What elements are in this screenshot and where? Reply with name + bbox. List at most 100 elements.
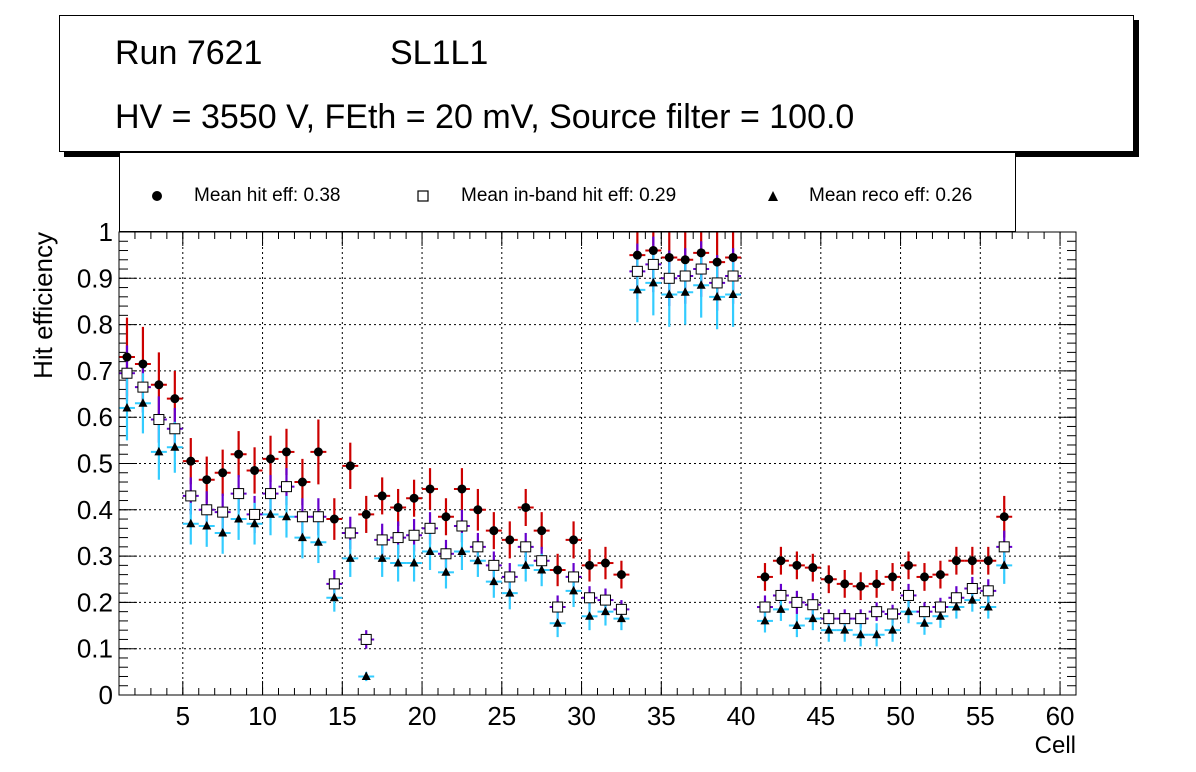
inband-eff-point: [998, 541, 1010, 553]
x-tick-label: 50: [886, 701, 915, 731]
hit-eff-point: [760, 572, 770, 582]
legend-label-inband-eff: Mean in-band hit eff: 0.29: [461, 185, 677, 206]
hit-eff-point: [473, 505, 483, 515]
reco-eff-point: [904, 606, 914, 616]
inband-eff-point: [839, 613, 851, 625]
reco-eff-point: [234, 514, 244, 523]
x-tick-label: 40: [727, 701, 756, 731]
hit-eff-point: [585, 560, 595, 570]
hit-eff-point: [297, 477, 307, 487]
x-tick-label: 5: [176, 701, 190, 731]
hit-eff-point: [648, 246, 658, 256]
reco-eff-point: [457, 546, 467, 555]
reco-eff-point: [919, 618, 929, 627]
reco-eff-point: [664, 289, 674, 299]
inband-eff-point: [584, 592, 596, 604]
hit-eff-point: [728, 252, 738, 262]
reco-eff-point: [967, 595, 977, 604]
hit-eff-point: [664, 252, 674, 262]
inband-eff-point: [536, 555, 548, 567]
legend-label-reco-eff: Mean reco eff: 0.26: [809, 185, 973, 206]
inband-eff-point: [376, 534, 388, 546]
inband-eff-point: [727, 270, 739, 282]
hit-eff-point: [122, 352, 132, 362]
hit-eff-point: [888, 572, 898, 582]
legend-triangle-marker: [768, 191, 778, 201]
reco-eff-point: [218, 527, 228, 537]
inband-eff-point: [663, 272, 675, 284]
y-tick-label: 0: [99, 680, 113, 710]
reco-eff-point: [329, 592, 339, 602]
reco-eff-point: [202, 521, 212, 530]
reco-eff-point: [600, 606, 610, 616]
inband-eff-point: [488, 559, 500, 571]
hit-eff-point: [999, 512, 1009, 522]
hit-eff-point: [202, 475, 212, 485]
reco-eff-point: [138, 398, 148, 407]
reco-eff-point: [409, 558, 419, 567]
reco-eff-point: [776, 604, 786, 613]
reco-eff-point: [425, 546, 435, 555]
x-tick-label: 20: [408, 701, 437, 731]
title-box: Run 7621 SL1L1 HV = 3550 V, FEth = 20 mV…: [59, 15, 1134, 152]
reco-eff-point: [377, 553, 387, 562]
axis-ticks: [118, 231, 1077, 696]
inband-eff-point: [312, 511, 324, 523]
legend: Mean hit eff: 0.38 Mean in-band hit eff:…: [119, 152, 1016, 232]
hit-eff-point: [489, 526, 499, 536]
inband-eff-point: [265, 488, 277, 500]
inband-eff-point: [472, 541, 484, 553]
inband-eff-point: [887, 608, 899, 620]
inband-eff-point: [169, 423, 181, 435]
hit-eff-point: [409, 493, 419, 503]
reco-eff-point: [521, 560, 531, 569]
inband-eff-point: [344, 527, 356, 539]
legend-label-hit-eff: Mean hit eff: 0.38: [194, 185, 341, 206]
hit-eff-point: [553, 565, 563, 575]
hit-eff-point: [967, 556, 977, 566]
inband-eff-point: [615, 603, 627, 615]
grid-lines: [119, 232, 1076, 695]
reco-eff-point: [696, 280, 706, 289]
inband-eff-point: [153, 414, 165, 426]
x-tick-label: 45: [806, 701, 835, 731]
hit-eff-point: [281, 447, 291, 457]
reco-eff-point: [872, 629, 882, 639]
inband-eff-point: [791, 596, 803, 608]
inband-eff-point: [823, 613, 835, 625]
reco-eff-point: [122, 402, 132, 412]
reco-eff-point: [632, 284, 642, 294]
y-tick-label: 0.3: [77, 541, 113, 571]
y-axis-label: Hit efficiency: [28, 232, 58, 379]
y-tick-label: 0.8: [77, 310, 113, 340]
inband-eff-point: [966, 583, 978, 595]
hit-eff-point: [170, 394, 180, 404]
inband-eff-point: [360, 633, 372, 645]
hit-eff-point: [138, 359, 148, 369]
hit-eff-point: [377, 491, 387, 501]
inband-eff-point: [185, 490, 197, 502]
run-number: Run 7621: [115, 34, 263, 72]
inband-eff-point: [520, 541, 532, 553]
hit-eff-point: [186, 456, 196, 466]
reco-eff-point: [760, 615, 770, 625]
hit-eff-point: [983, 556, 993, 566]
inband-eff-point: [249, 508, 261, 520]
inband-eff-point: [903, 589, 915, 601]
inband-eff-point: [201, 504, 213, 516]
hit-eff-point: [808, 563, 818, 573]
run-conditions: HV = 3550 V, FEth = 20 mV, Source filter…: [115, 98, 855, 136]
hit-eff-point: [425, 484, 435, 494]
hit-eff-point: [537, 526, 547, 536]
inband-eff-point: [647, 258, 659, 270]
reco-eff-point: [441, 567, 451, 576]
hit-eff-point: [600, 558, 610, 568]
inband-eff-point: [807, 599, 819, 611]
reco-eff-point: [537, 564, 547, 574]
x-tick-label: 15: [328, 701, 357, 731]
legend-open-square-marker: [417, 190, 429, 202]
inband-eff-point: [456, 520, 468, 532]
reco-eff-point: [712, 291, 722, 301]
reco-eff-point: [553, 618, 563, 627]
inband-eff-point: [121, 367, 133, 379]
